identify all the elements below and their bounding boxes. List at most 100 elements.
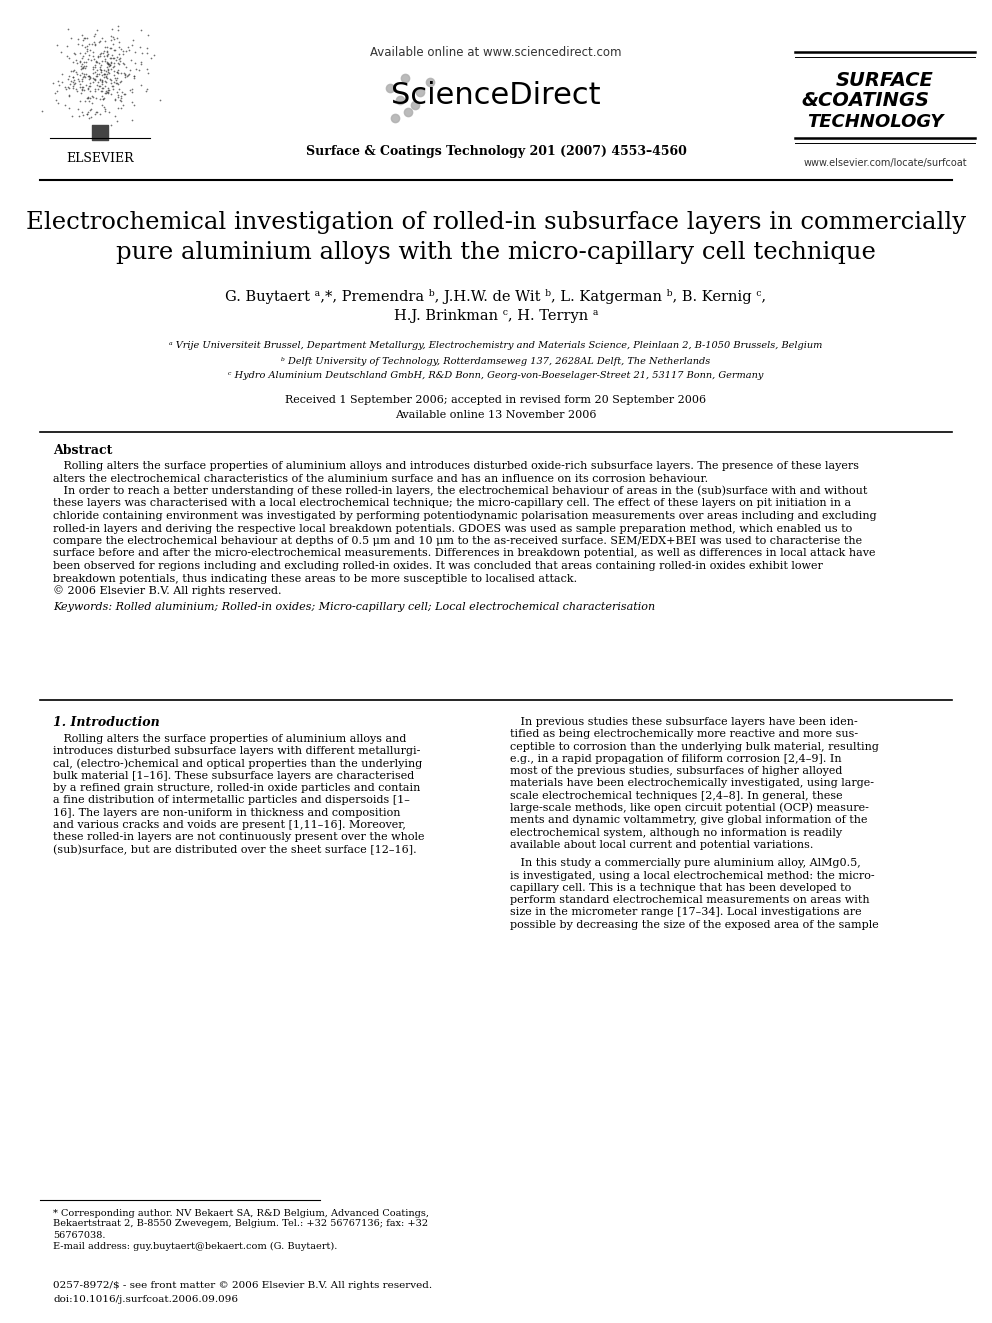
Text: electrochemical system, although no information is readily: electrochemical system, although no info… (510, 828, 842, 837)
Point (49, 89, 64, 110)
Point (99, 57, 115, 78)
Point (83, 49, 99, 70)
Text: by a refined grain structure, rolled-in oxide particles and contain: by a refined grain structure, rolled-in … (53, 783, 421, 794)
Point (60, 77, 75, 98)
Text: breakdown potentials, thus indicating these areas to be more susceptible to loca: breakdown potentials, thus indicating th… (53, 573, 577, 583)
Text: E-mail address: guy.buytaert@bekaert.com (G. Buytaert).: E-mail address: guy.buytaert@bekaert.com… (53, 1241, 337, 1250)
Point (91, 30, 107, 52)
Point (46, 73, 62, 94)
Text: cal, (electro-)chemical and optical properties than the underlying: cal, (electro-)chemical and optical prop… (53, 758, 423, 769)
Point (110, 86, 126, 107)
Point (126, 67, 142, 89)
Point (77, 52, 93, 73)
Point (140, 78, 156, 99)
Point (87, 69, 103, 90)
Point (124, 110, 140, 131)
Point (74, 102, 90, 123)
Point (88, 60, 104, 81)
Point (89, 52, 105, 73)
Point (124, 82, 140, 103)
Text: In order to reach a better understanding of these rolled-in layers, the electroc: In order to reach a better understanding… (53, 486, 867, 496)
Point (96, 45, 112, 66)
Point (108, 70, 124, 91)
Point (131, 60, 147, 81)
Point (114, 81, 130, 102)
Point (109, 67, 125, 89)
Point (74, 48, 90, 69)
Point (91, 44, 107, 65)
Point (63, 70, 79, 91)
Point (80, 102, 96, 123)
Text: In this study a commercially pure aluminium alloy, AlMg0.5,: In this study a commercially pure alumin… (510, 859, 861, 868)
Text: and various cracks and voids are present [1,11–16]. Moreover,: and various cracks and voids are present… (53, 820, 406, 830)
Point (110, 60, 126, 81)
Point (132, 36, 148, 57)
Point (96, 64, 112, 85)
Point (98, 82, 114, 103)
Point (139, 42, 155, 64)
Point (110, 53, 126, 74)
Point (86, 49, 102, 70)
Point (103, 52, 119, 73)
Point (112, 89, 128, 110)
Text: introduces disturbed subsurface layers with different metallurgi-: introduces disturbed subsurface layers w… (53, 746, 421, 757)
Point (108, 73, 124, 94)
Point (85, 25, 101, 46)
Text: scale electrochemical techniques [2,4–8]. In general, these: scale electrochemical techniques [2,4–8]… (510, 791, 842, 800)
Point (96, 64, 112, 85)
Point (99, 67, 115, 89)
Point (119, 65, 135, 86)
Point (110, 85, 126, 106)
Point (50, 70, 65, 91)
Text: most of the previous studies, subsurfaces of higher alloyed: most of the previous studies, subsurface… (510, 766, 842, 777)
Point (116, 62, 132, 83)
Point (111, 42, 127, 64)
Point (65, 66, 81, 87)
Point (117, 64, 133, 85)
Point (35, 101, 51, 122)
Point (92, 70, 108, 91)
Point (110, 20, 126, 41)
Point (106, 65, 122, 86)
Point (66, 42, 82, 64)
Text: 56767038.: 56767038. (53, 1230, 105, 1240)
Text: tified as being electrochemically more reactive and more sus-: tified as being electrochemically more r… (510, 729, 858, 740)
Point (83, 98, 99, 119)
Point (106, 40, 122, 61)
Point (85, 71, 101, 93)
Point (133, 20, 149, 41)
Point (82, 73, 98, 94)
Point (95, 89, 111, 110)
Point (93, 60, 109, 81)
Point (97, 75, 113, 97)
Point (100, 79, 116, 101)
Point (111, 36, 127, 57)
Point (96, 66, 112, 87)
Point (85, 69, 101, 90)
Point (85, 45, 101, 66)
Text: ᵇ Delft University of Technology, Rotterdamseweg 137, 2628AL Delft, The Netherla: ᵇ Delft University of Technology, Rotter… (282, 356, 710, 365)
Text: H.J. Brinkman ᶜ, H. Terryn ᵃ: H.J. Brinkman ᶜ, H. Terryn ᵃ (394, 310, 598, 323)
Point (118, 41, 134, 62)
Point (70, 33, 86, 54)
Text: chloride containing environment was investigated by performing potentiodynamic p: chloride containing environment was inve… (53, 511, 877, 521)
Point (104, 19, 120, 40)
Point (60, 36, 75, 57)
Text: perform standard electrochemical measurements on areas with: perform standard electrochemical measure… (510, 896, 870, 905)
Text: size in the micrometer range [17–34]. Local investigations are: size in the micrometer range [17–34]. Lo… (510, 908, 862, 917)
Point (72, 58, 88, 79)
Point (78, 38, 94, 60)
Point (112, 48, 128, 69)
Point (73, 62, 89, 83)
Point (110, 62, 126, 83)
Point (79, 87, 95, 108)
Point (68, 78, 84, 99)
Point (85, 62, 101, 83)
Point (92, 69, 108, 90)
Point (109, 110, 125, 131)
Point (110, 98, 126, 119)
Point (85, 86, 101, 107)
Point (100, 44, 116, 65)
Point (77, 56, 93, 77)
Point (98, 81, 114, 102)
